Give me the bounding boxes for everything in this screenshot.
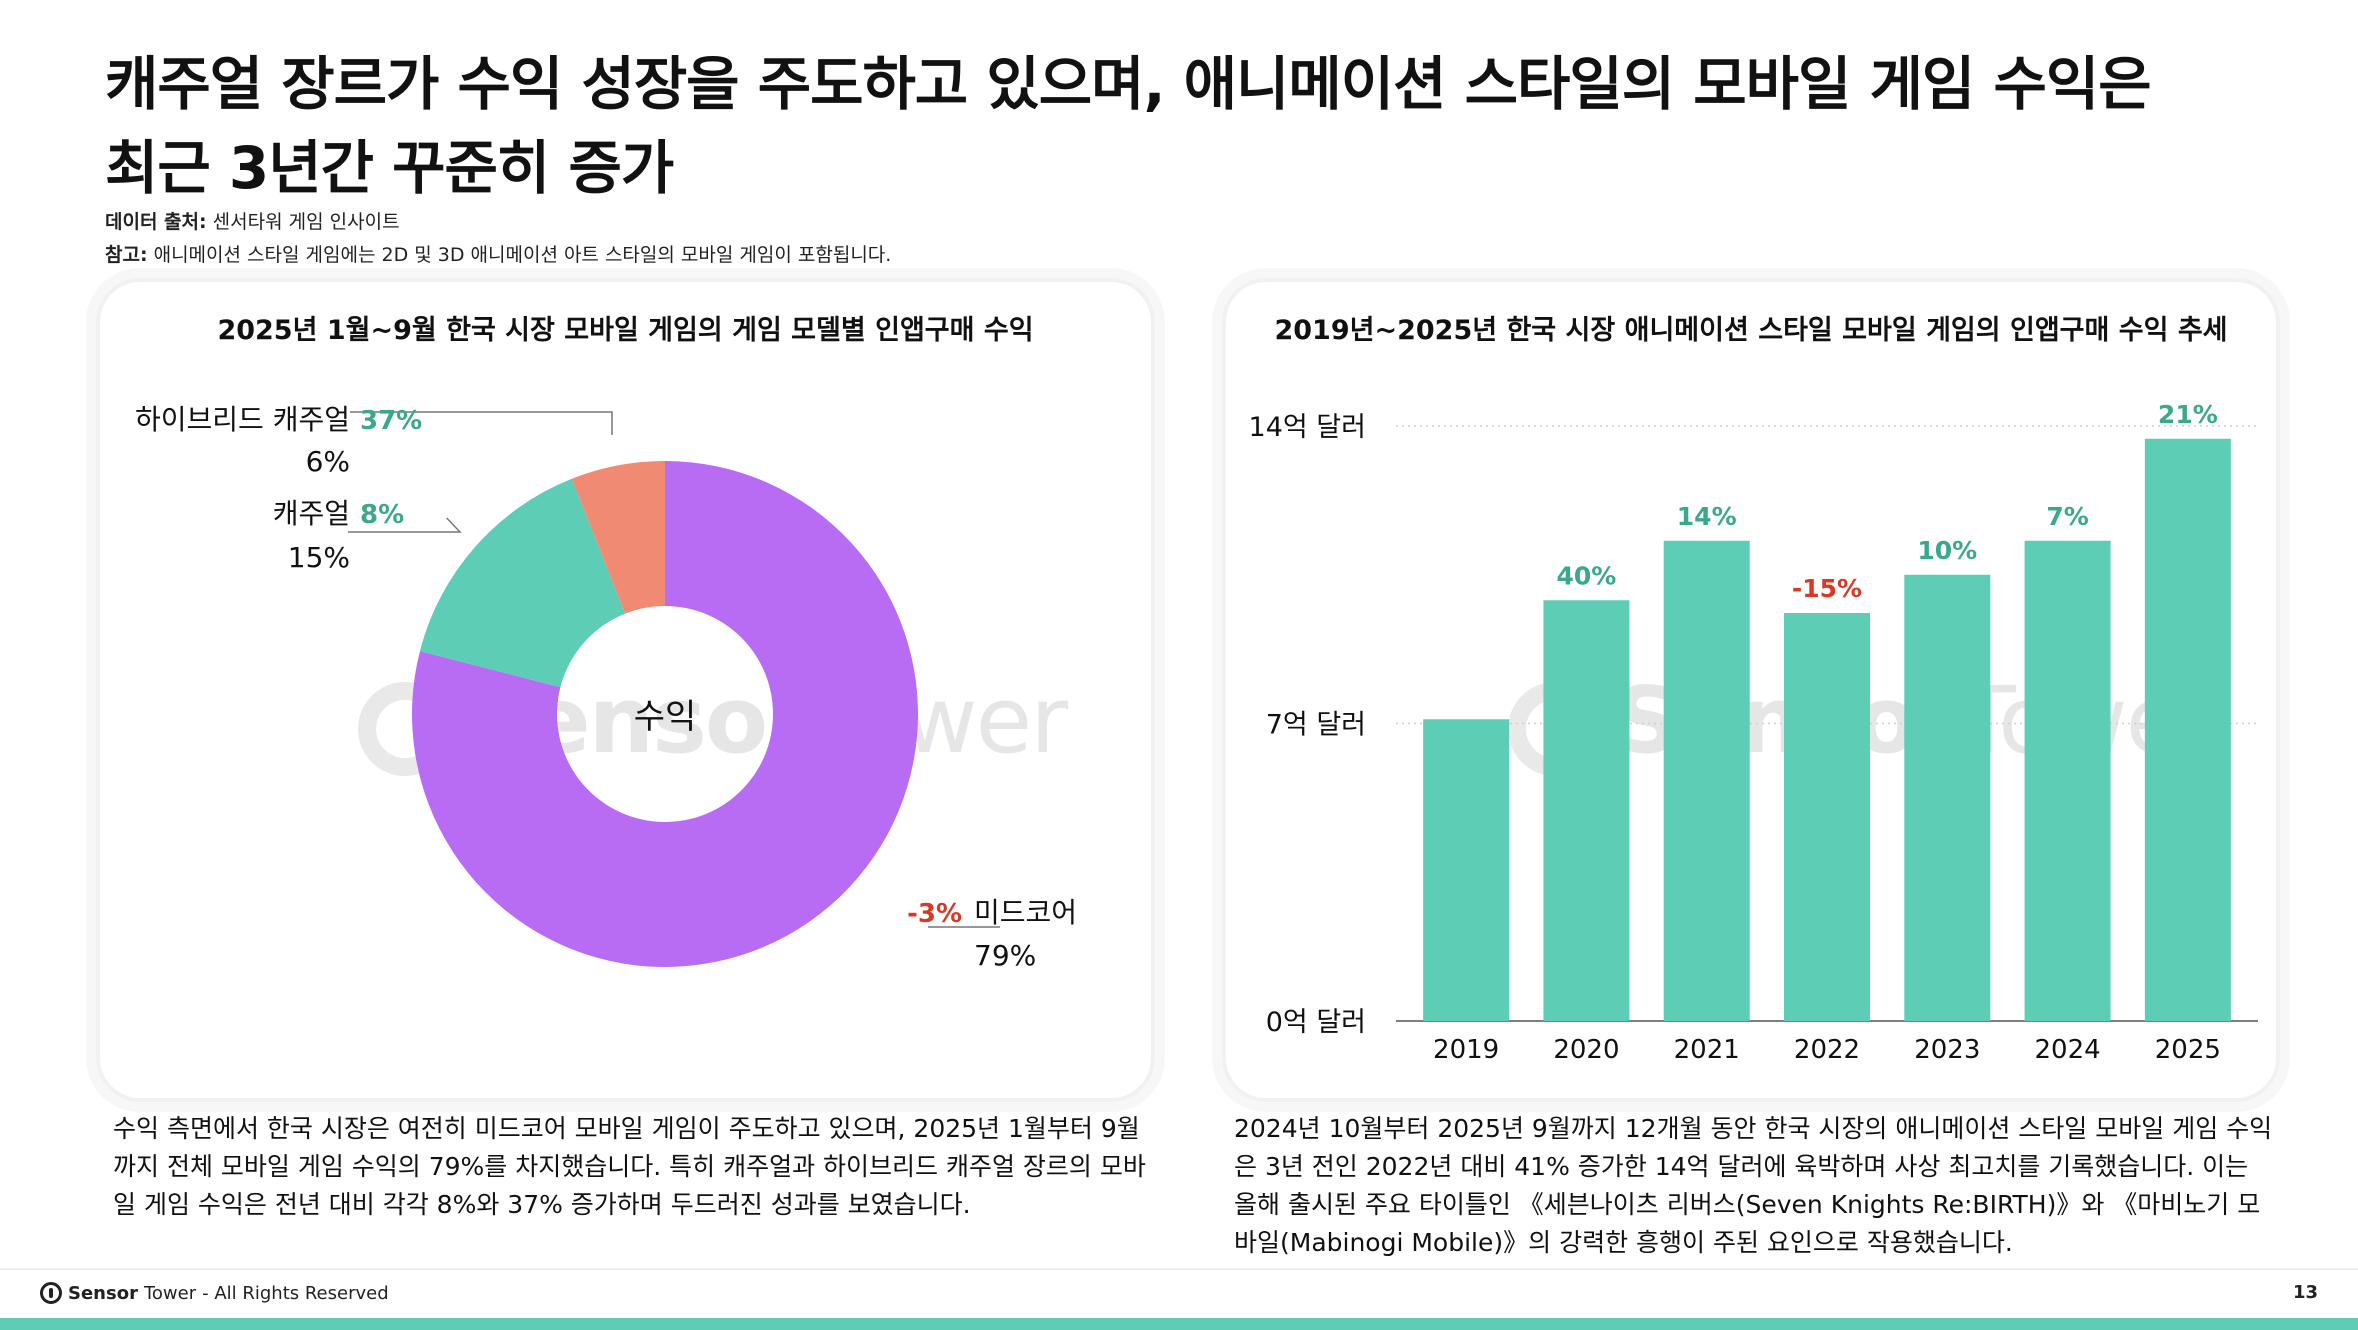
footer-brand-bold: Sensor [68,1282,138,1304]
page-number: 13 [2292,1282,2318,1303]
donut-growth-label-2: 37% [360,406,422,436]
donut-growth-label-0: -3% [907,899,962,929]
page-title-line-1: 캐주얼 장르가 수익 성장을 주도하고 있으며, 애니메이션 스타일의 모바일 … [105,50,2152,118]
bar-2020 [1543,600,1630,1021]
footer-brand: Sensor Tower - All Rights Reserved [40,1282,389,1304]
bar-2023 [1904,574,1991,1021]
growth-label-2022: -15% [1792,574,1862,603]
x-tick-label-2021: 2021 [1674,1035,1740,1065]
donut-value-label-1: 15% [288,541,350,574]
growth-label-2020: 40% [1557,561,1617,590]
page-title: 캐주얼 장르가 수익 성장을 주도하고 있으며, 애니메이션 스타일의 모바일 … [105,42,2285,210]
donut-value-label-2: 6% [306,445,350,478]
growth-label-2021: 14% [1677,502,1737,531]
growth-label-2025: 21% [2158,400,2218,429]
bottom-accent-bar [0,1318,2358,1330]
donut-growth-label-1: 8% [360,500,404,530]
y-tick-label-1: 7억 달러 [1266,710,1366,741]
donut-leader-line-2 [350,411,613,435]
donut-slice-name-2: 하이브리드 캐주얼 [135,403,350,436]
reference-note: 참고: 애니메이션 스타일 게임에는 2D 및 3D 애니메이션 아트 스타일의… [105,240,891,267]
donut-slice-0 [412,461,918,967]
footer-brand-rest: Tower [143,1282,197,1304]
bar-chart: 0억 달러 7억 달러 14억 달러 2019 2020 40% 2021 14% 2022 -1… [1249,400,2258,1065]
data-source-note: 데이터 출처: 센서타워 게임 인사이트 [105,207,400,234]
x-tick-label-2022: 2022 [1794,1035,1860,1065]
sensor-tower-logo-icon [40,1282,62,1304]
bar-2022 [1784,613,1870,1021]
x-tick-label-2024: 2024 [2034,1035,2100,1065]
donut-chart-panel: SensorTower 2025년 1월~9월 한국 시장 모바일 게임의 게임… [96,278,1155,1102]
bar-chart-title: 2019년~2025년 한국 시장 애니메이션 스타일 모바일 게임의 인앱구매… [1274,315,2228,346]
donut-slice-2 [571,461,665,614]
bar-2025 [2144,438,2231,1021]
footer-rights: - All Rights Reserved [202,1282,389,1304]
donut-chart-title: 2025년 1월~9월 한국 시장 모바일 게임의 게임 모델별 인앱구매 수익 [217,315,1034,346]
donut-slice-name-1: 캐주얼 [273,497,350,530]
donut-chart: 수익 -3% 미드코어 79% 캐주얼 8% 15% 하이브리드 캐주얼 37% 6% [135,403,1077,972]
page-title-line-2: 최근 3년간 꾸준히 증가 [105,134,674,202]
y-tick-label-2: 14억 달러 [1249,412,1366,443]
donut-chart-description: 수익 측면에서 한국 시장은 여전히 미드코어 모바일 게임이 주도하고 있으며… [113,1114,1146,1219]
reference-label: 참고: [105,244,148,266]
bar-chart-description: 2024년 10월부터 2025년 9월까지 12개월 동안 한국 시장의 애니… [1234,1114,2273,1257]
bar-2021 [1663,540,1750,1021]
growth-label-2024: 7% [2046,502,2088,531]
donut-slice-1 [419,478,626,688]
donut-slice-name-0: 미드코어 [974,896,1077,929]
growth-label-2023: 10% [1917,536,1977,565]
y-tick-label-0: 0억 달러 [1266,1007,1366,1038]
donut-value-label-0: 79% [974,939,1036,972]
x-tick-label-2025: 2025 [2155,1035,2221,1065]
footer-divider [0,1268,2358,1270]
data-source-value: 센서타워 게임 인사이트 [206,211,400,233]
bar-2019 [1423,719,1510,1021]
donut-leader-line-1 [348,517,462,533]
bar-chart-panel: SensorTower 2019년~2025년 한국 시장 애니메이션 스타일 … [1222,278,2280,1102]
data-source-label: 데이터 출처: [105,211,207,233]
donut-center-label: 수익 [634,697,697,737]
bar-2024 [2024,540,2111,1021]
reference-value: 애니메이션 스타일 게임에는 2D 및 3D 애니메이션 아트 스타일의 모바일… [147,244,892,266]
x-tick-label-2023: 2023 [1914,1035,1980,1065]
x-tick-label-2019: 2019 [1433,1035,1499,1065]
x-tick-label-2020: 2020 [1553,1035,1619,1065]
